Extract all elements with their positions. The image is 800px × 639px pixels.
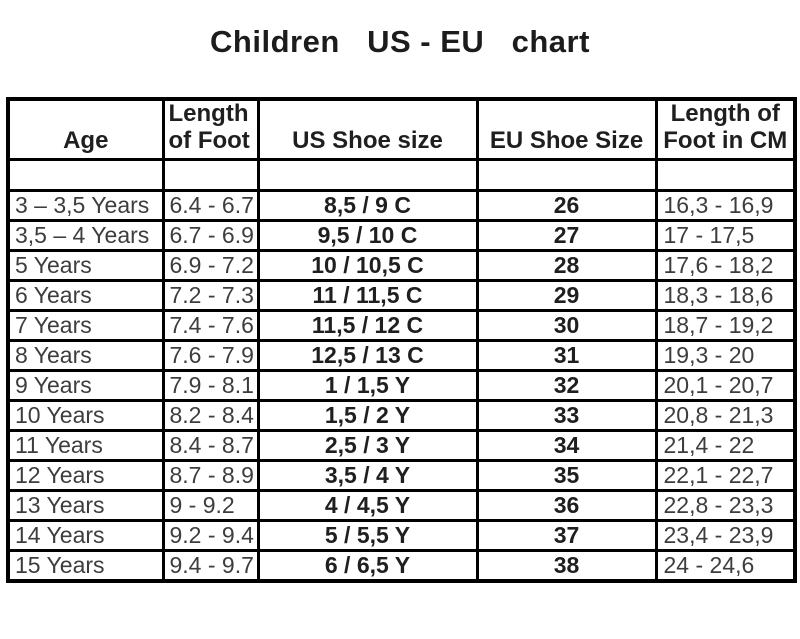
cell-age: 12 Years: [6, 458, 165, 492]
cell-age: 10 Years: [6, 398, 165, 432]
cell-age: 11 Years: [6, 428, 165, 462]
table-header-row: Age Length of Foot US Shoe size EU Shoe …: [6, 97, 797, 161]
cell-foot-inches: 9.4 - 9.7: [161, 548, 260, 583]
table-row: 3,5 – 4 Years 6.7 - 6.9 9,5 / 10 C 27 17…: [6, 218, 797, 252]
spacer-cell: [256, 157, 479, 192]
cell-foot-inches: 8.7 - 8.9: [161, 458, 260, 492]
cell-foot-inches: 6.7 - 6.9: [161, 218, 260, 252]
cell-eu-size: 27: [475, 218, 658, 252]
cell-foot-cm: 18,7 - 19,2: [654, 308, 797, 342]
table-row: 10 Years 8.2 - 8.4 1,5 / 2 Y 33 20,8 - 2…: [6, 398, 797, 432]
table-row: 6 Years 7.2 - 7.3 11 / 11,5 C 29 18,3 - …: [6, 278, 797, 312]
cell-age: 15 Years: [6, 548, 165, 583]
cell-age: 9 Years: [6, 368, 165, 402]
cell-foot-inches: 7.6 - 7.9: [161, 338, 260, 372]
cell-us-size: 12,5 / 13 C: [256, 338, 479, 372]
cell-foot-inches: 8.2 - 8.4: [161, 398, 260, 432]
spacer-cell: [161, 157, 260, 192]
cell-foot-inches: 9 - 9.2: [161, 488, 260, 522]
cell-us-size: 1 / 1,5 Y: [256, 368, 479, 402]
cell-eu-size: 26: [475, 188, 658, 222]
size-conversion-table: Age Length of Foot US Shoe size EU Shoe …: [6, 97, 797, 583]
header-foot-cm: Length of Foot in CM: [654, 97, 797, 161]
cell-foot-cm: 16,3 - 16,9: [654, 188, 797, 222]
cell-age: 8 Years: [6, 338, 165, 372]
header-us-shoe-size: US Shoe size: [256, 97, 479, 161]
table-row: 7 Years 7.4 - 7.6 11,5 / 12 C 30 18,7 - …: [6, 308, 797, 342]
header-foot-length: Length of Foot: [161, 97, 260, 161]
cell-eu-size: 31: [475, 338, 658, 372]
spacer-cell: [475, 157, 658, 192]
cell-age: 14 Years: [6, 518, 165, 552]
spacer-row: [6, 157, 797, 192]
cell-eu-size: 28: [475, 248, 658, 282]
cell-age: 7 Years: [6, 308, 165, 342]
cell-foot-cm: 23,4 - 23,9: [654, 518, 797, 552]
cell-us-size: 6 / 6,5 Y: [256, 548, 479, 583]
table-row: 13 Years 9 - 9.2 4 / 4,5 Y 36 22,8 - 23,…: [6, 488, 797, 522]
table-row: 11 Years 8.4 - 8.7 2,5 / 3 Y 34 21,4 - 2…: [6, 428, 797, 462]
cell-us-size: 11,5 / 12 C: [256, 308, 479, 342]
cell-us-size: 11 / 11,5 C: [256, 278, 479, 312]
cell-foot-inches: 6.9 - 7.2: [161, 248, 260, 282]
table-row: 8 Years 7.6 - 7.9 12,5 / 13 C 31 19,3 - …: [6, 338, 797, 372]
cell-age: 13 Years: [6, 488, 165, 522]
cell-eu-size: 37: [475, 518, 658, 552]
cell-eu-size: 38: [475, 548, 658, 583]
header-eu-shoe-size: EU Shoe Size: [475, 97, 658, 161]
cell-foot-cm: 17,6 - 18,2: [654, 248, 797, 282]
cell-age: 3,5 – 4 Years: [6, 218, 165, 252]
cell-eu-size: 33: [475, 398, 658, 432]
cell-foot-cm: 20,8 - 21,3: [654, 398, 797, 432]
page-title: Children US - EU chart: [210, 24, 590, 59]
table-row: 9 Years 7.9 - 8.1 1 / 1,5 Y 32 20,1 - 20…: [6, 368, 797, 402]
table-row: 15 Years 9.4 - 9.7 6 / 6,5 Y 38 24 - 24,…: [6, 548, 797, 583]
cell-us-size: 1,5 / 2 Y: [256, 398, 479, 432]
cell-eu-size: 32: [475, 368, 658, 402]
cell-foot-cm: 19,3 - 20: [654, 338, 797, 372]
spacer-cell: [654, 157, 797, 192]
table-row: 12 Years 8.7 - 8.9 3,5 / 4 Y 35 22,1 - 2…: [6, 458, 797, 492]
cell-foot-cm: 17 - 17,5: [654, 218, 797, 252]
table-row: 3 – 3,5 Years 6.4 - 6.7 8,5 / 9 C 26 16,…: [6, 188, 797, 222]
header-age: Age: [6, 97, 165, 161]
spacer-cell: [6, 157, 165, 192]
cell-age: 6 Years: [6, 278, 165, 312]
cell-foot-cm: 18,3 - 18,6: [654, 278, 797, 312]
cell-us-size: 2,5 / 3 Y: [256, 428, 479, 462]
cell-foot-cm: 22,1 - 22,7: [654, 458, 797, 492]
table-row: 14 Years 9.2 - 9.4 5 / 5,5 Y 37 23,4 - 2…: [6, 518, 797, 552]
cell-foot-inches: 7.4 - 7.6: [161, 308, 260, 342]
cell-eu-size: 36: [475, 488, 658, 522]
cell-us-size: 3,5 / 4 Y: [256, 458, 479, 492]
cell-us-size: 10 / 10,5 C: [256, 248, 479, 282]
cell-foot-inches: 8.4 - 8.7: [161, 428, 260, 462]
cell-foot-inches: 9.2 - 9.4: [161, 518, 260, 552]
cell-us-size: 5 / 5,5 Y: [256, 518, 479, 552]
cell-foot-cm: 24 - 24,6: [654, 548, 797, 583]
cell-foot-inches: 7.9 - 8.1: [161, 368, 260, 402]
cell-age: 5 Years: [6, 248, 165, 282]
cell-eu-size: 34: [475, 428, 658, 462]
cell-foot-inches: 7.2 - 7.3: [161, 278, 260, 312]
cell-foot-cm: 22,8 - 23,3: [654, 488, 797, 522]
cell-foot-inches: 6.4 - 6.7: [161, 188, 260, 222]
cell-eu-size: 35: [475, 458, 658, 492]
cell-eu-size: 29: [475, 278, 658, 312]
table-row: 5 Years 6.9 - 7.2 10 / 10,5 C 28 17,6 - …: [6, 248, 797, 282]
cell-age: 3 – 3,5 Years: [6, 188, 165, 222]
cell-eu-size: 30: [475, 308, 658, 342]
cell-foot-cm: 21,4 - 22: [654, 428, 797, 462]
cell-foot-cm: 20,1 - 20,7: [654, 368, 797, 402]
cell-us-size: 4 / 4,5 Y: [256, 488, 479, 522]
cell-us-size: 9,5 / 10 C: [256, 218, 479, 252]
cell-us-size: 8,5 / 9 C: [256, 188, 479, 222]
